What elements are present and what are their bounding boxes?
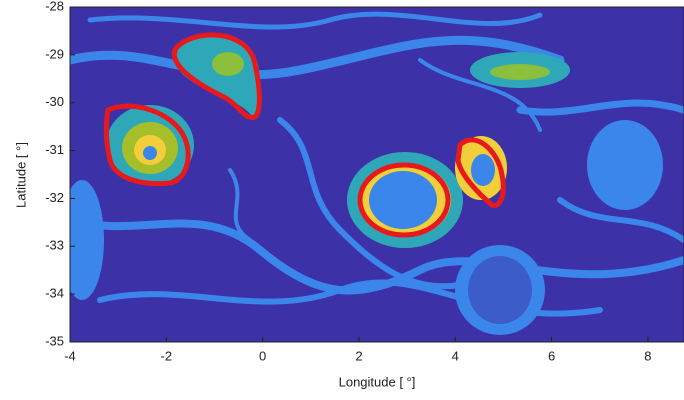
y-tick-label: -30	[45, 94, 64, 109]
x-tick-label: -4	[64, 348, 76, 363]
y-tick-label: -32	[45, 190, 64, 205]
x-axis-label: Longitude [ °]	[339, 374, 416, 389]
y-tick-label: -35	[45, 333, 64, 348]
y-tick-label: -29	[45, 46, 64, 61]
y-tick-label: -34	[45, 286, 64, 301]
y-tick-label: -31	[45, 142, 64, 157]
y-axis-label: Latitude [ °]	[13, 142, 28, 208]
eddy-contours	[103, 32, 506, 238]
x-tick-label: 0	[259, 348, 266, 363]
x-tick-label: 4	[452, 348, 459, 363]
x-tick-label: 6	[548, 348, 555, 363]
y-tick-label: -33	[45, 238, 64, 253]
plot-frame	[69, 6, 684, 343]
x-tick-label: -2	[161, 348, 173, 363]
x-tick-label: 8	[644, 348, 651, 363]
y-tick-label: -28	[45, 0, 64, 13]
x-tick-label: 2	[355, 348, 362, 363]
